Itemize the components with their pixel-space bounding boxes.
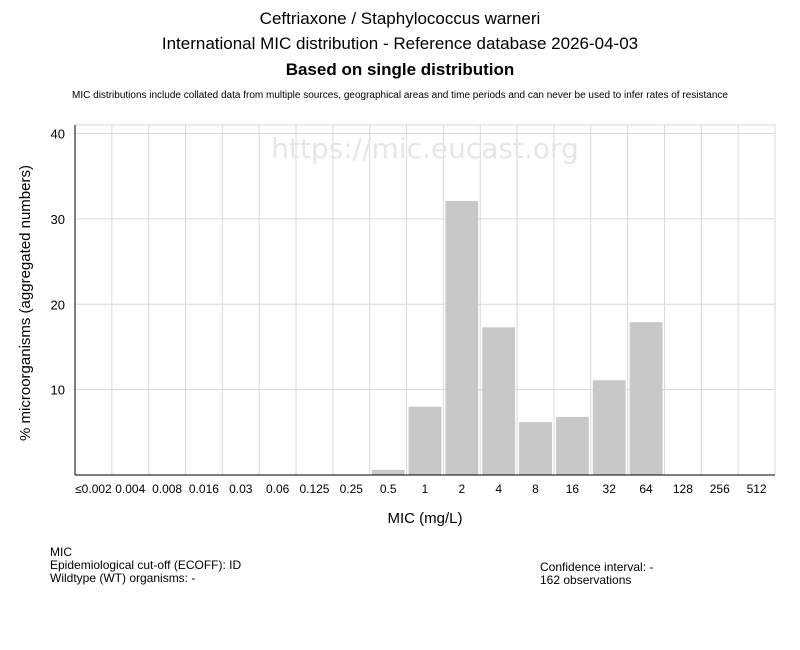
x-tick-label: 256	[710, 482, 730, 496]
y-tick-label: 20	[51, 297, 65, 312]
x-tick-label: 0.016	[189, 482, 219, 496]
chart-subtitle-bold: Based on single distribution	[285, 60, 515, 79]
bar-64	[629, 322, 663, 475]
bar-32	[592, 380, 626, 475]
chart-subtitle: International MIC distribution - Referen…	[161, 34, 639, 53]
x-tick-label: 0.125	[299, 482, 329, 496]
x-tick-label: 16	[566, 482, 580, 496]
y-tick-label: 30	[51, 212, 65, 227]
footer-wt-organisms: Wildtype (WT) organisms: -	[50, 571, 196, 585]
disclaimer-note: MIC distributions include collated data …	[72, 90, 728, 101]
x-tick-label: 8	[532, 482, 539, 496]
y-tick-label: 40	[51, 127, 65, 142]
bar-8	[519, 422, 552, 475]
bar-1	[408, 406, 442, 475]
x-tick-label: 0.008	[152, 482, 182, 496]
bar-2	[445, 200, 479, 475]
footer-confidence-interval: Confidence interval: -	[540, 560, 654, 574]
bar-16	[555, 416, 589, 475]
chart-title: Ceftriaxone / Staphylococcus warneri	[259, 9, 541, 28]
x-axis-label: MIC (mg/L)	[388, 510, 463, 527]
x-tick-label: 0.03	[229, 482, 253, 496]
y-axis-label: % microorganisms (aggregated numbers)	[17, 165, 34, 441]
x-tick-label: 128	[673, 482, 693, 496]
x-tick-label: 4	[495, 482, 502, 496]
footer-mic-label: MIC	[50, 545, 72, 559]
x-tick-label: 64	[639, 482, 653, 496]
x-tick-label: 0.06	[266, 482, 290, 496]
x-tick-label: ≤0.002	[75, 482, 112, 496]
x-tick-label: 0.25	[340, 482, 364, 496]
x-tick-label: 512	[747, 482, 767, 496]
x-tick-label: 1	[422, 482, 429, 496]
bar-4	[482, 327, 516, 475]
watermark: https://mic.eucast.org	[271, 132, 579, 165]
x-tick-label: 32	[603, 482, 617, 496]
footer-left: MIC Epidemiological cut-off (ECOFF): ID …	[50, 546, 241, 585]
footer-ecoff: Epidemiological cut-off (ECOFF): ID	[50, 558, 242, 572]
x-tick-label: 2	[458, 482, 465, 496]
footer-right: Confidence interval: - 162 observations	[540, 561, 653, 587]
x-tick-label: 0.5	[380, 482, 397, 496]
bar-0.5	[371, 469, 405, 475]
footer-observations: 162 observations	[540, 573, 632, 587]
x-tick-label: 0.004	[115, 482, 145, 496]
y-tick-label: 10	[51, 383, 65, 398]
